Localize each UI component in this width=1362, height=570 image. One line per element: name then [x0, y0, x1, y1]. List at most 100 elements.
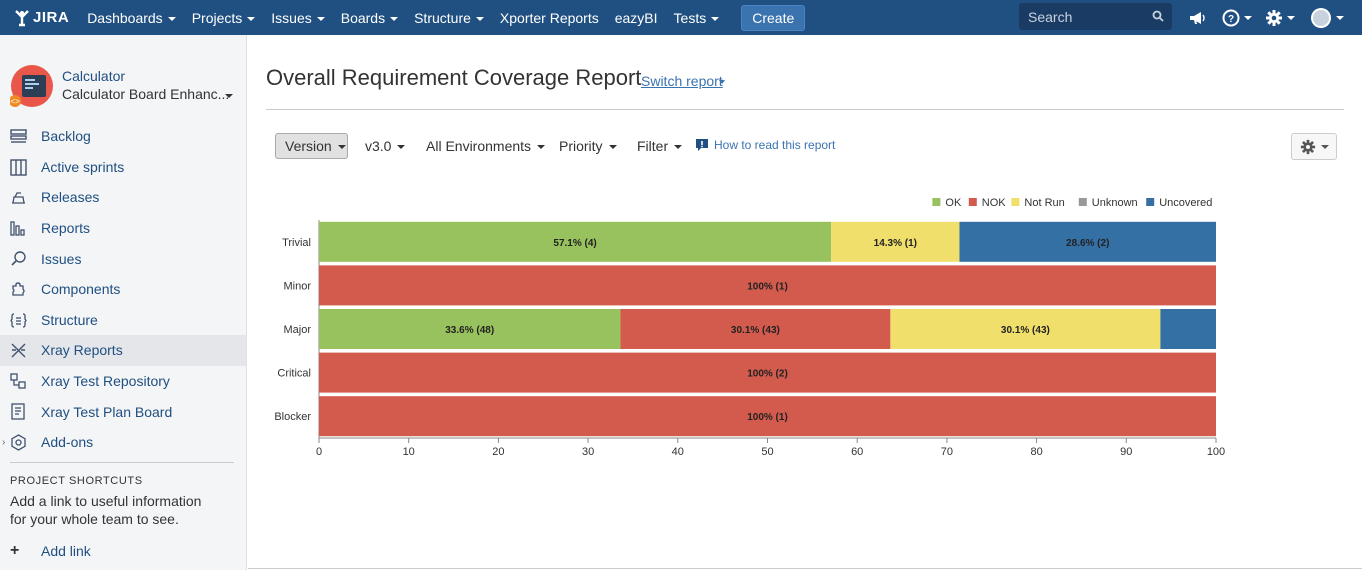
- settings-button[interactable]: [1265, 0, 1295, 35]
- create-button[interactable]: Create: [741, 4, 806, 31]
- chevron-down-icon: [247, 16, 256, 21]
- help-button[interactable]: ?: [1222, 0, 1252, 35]
- jira-logo-icon: [15, 9, 29, 26]
- nav-dashboards[interactable]: Dashboards: [79, 0, 184, 35]
- page-title: Overall Requirement Coverage Report: [266, 65, 642, 90]
- info-bubble-icon: [696, 139, 708, 151]
- jira-logo[interactable]: JIRA: [14, 9, 69, 27]
- chevron-down-icon: [1244, 15, 1252, 20]
- gear-icon: [1266, 9, 1282, 26]
- sidebar-item-backlog[interactable]: Backlog: [0, 121, 246, 152]
- bar-data-label: 100% (1): [747, 412, 788, 423]
- chevron-down-icon[interactable]: [225, 94, 233, 98]
- x-tick-label: 30: [582, 446, 594, 458]
- chevron-right-icon[interactable]: ›: [2, 436, 6, 448]
- bar-data-label: 33.6% (48): [445, 325, 494, 336]
- legend-label[interactable]: NOK: [982, 197, 1007, 209]
- bar-segment[interactable]: [959, 221, 1216, 262]
- legend-swatch[interactable]: [968, 198, 977, 206]
- nav-xporter-reports[interactable]: Xporter Reports: [492, 0, 607, 35]
- nav-tests[interactable]: Tests: [666, 0, 728, 35]
- sidebar-item-label: Add-ons: [41, 434, 94, 451]
- legend-label[interactable]: Uncovered: [1159, 197, 1212, 209]
- bar-segment[interactable]: [319, 309, 621, 349]
- category-label: Trivial: [282, 237, 311, 249]
- version-value-dropdown[interactable]: v3.0: [365, 133, 406, 159]
- sidebar-item-label: Issues: [41, 250, 82, 267]
- xray-reports-icon: [11, 343, 26, 358]
- sidebar-item-xray-test-plan-board[interactable]: Xray Test Plan Board: [0, 396, 246, 427]
- bar-segment[interactable]: [620, 309, 891, 349]
- bar-data-label: 28.6% (2): [1066, 238, 1109, 249]
- chevron-down-icon: [608, 144, 617, 149]
- search-input[interactable]: Search: [1019, 3, 1172, 30]
- version-dropdown-button[interactable]: Version: [275, 133, 348, 159]
- legend-label[interactable]: OK: [945, 197, 962, 209]
- user-avatar-button[interactable]: [1310, 0, 1344, 35]
- xray-test-plan-board-icon: [11, 403, 25, 420]
- issues-icon: [11, 251, 26, 266]
- sidebar-item-structure[interactable]: Structure: [0, 305, 246, 336]
- sidebar-item-label: Backlog: [41, 128, 91, 145]
- bar-segment[interactable]: [890, 309, 1161, 349]
- project-name-link[interactable]: Calculator: [62, 68, 126, 84]
- add-ons-icon: [11, 434, 26, 451]
- project-sidebar: <> Calculator Calculator Board Enhanc...…: [0, 35, 247, 570]
- sidebar-item-reports[interactable]: Reports: [0, 213, 246, 244]
- legend-swatch[interactable]: [1011, 198, 1020, 206]
- sidebar-item-label: Releases: [41, 189, 100, 206]
- svg-text:<>: <>: [10, 97, 20, 106]
- bar-segment[interactable]: [319, 396, 1216, 437]
- bar-segment[interactable]: [319, 265, 1216, 306]
- title-divider: [266, 109, 1344, 110]
- nav-projects[interactable]: Projects: [184, 0, 264, 35]
- switch-report-link[interactable]: Switch report: [641, 73, 723, 89]
- legend-swatch[interactable]: [1146, 198, 1155, 206]
- chart-settings-button[interactable]: [1291, 133, 1337, 160]
- sidebar-menu: Backlog Active sprints Releases Reports Issu…: [0, 121, 246, 458]
- add-link-button[interactable]: + Add link: [10, 542, 91, 560]
- sidebar-item-issues[interactable]: Issues: [0, 243, 246, 274]
- gear-icon: [1300, 139, 1315, 154]
- sidebar-item-xray-test-repository[interactable]: Xray Test Repository: [0, 366, 246, 397]
- bar-segment[interactable]: [319, 352, 1216, 393]
- nav-structure[interactable]: Structure: [406, 0, 492, 35]
- bar-data-label: 100% (1): [747, 281, 788, 292]
- bar-segment[interactable]: [831, 221, 960, 262]
- chevron-down-icon: [475, 16, 484, 21]
- legend-swatch[interactable]: [932, 198, 941, 206]
- nav-label: Xporter Reports: [499, 9, 599, 26]
- sidebar-item-xray-reports[interactable]: Xray Reports: [0, 335, 246, 366]
- nav-label: Issues: [271, 9, 312, 26]
- x-tick-label: 60: [851, 446, 863, 458]
- bar-segment[interactable]: [319, 221, 832, 262]
- legend-label[interactable]: Unknown: [1092, 197, 1138, 209]
- priority-dropdown[interactable]: Priority: [559, 133, 617, 159]
- x-tick-label: 20: [492, 446, 504, 458]
- nav-label: Boards: [340, 9, 386, 26]
- how-to-read-link[interactable]: How to read this report: [695, 138, 835, 152]
- sidebar-item-add-ons[interactable]: › Add-ons: [0, 427, 246, 458]
- project-avatar-icon[interactable]: <>: [10, 64, 54, 108]
- sidebar-item-active-sprints[interactable]: Active sprints: [0, 152, 246, 183]
- plus-icon: +: [10, 542, 20, 559]
- sidebar-item-releases[interactable]: Releases: [0, 182, 246, 213]
- filter-label: Filter: [637, 138, 669, 154]
- bar-segment[interactable]: [1160, 309, 1216, 349]
- notifications-button[interactable]: [1188, 0, 1206, 35]
- x-tick-label: 100: [1207, 446, 1225, 458]
- sidebar-item-components[interactable]: Components: [0, 274, 246, 305]
- nav-boards[interactable]: Boards: [333, 0, 406, 35]
- help-icon: ?: [1222, 9, 1240, 26]
- bar-data-label: 30.1% (43): [731, 325, 780, 336]
- legend-swatch[interactable]: [1078, 198, 1087, 206]
- filter-dropdown[interactable]: Filter: [637, 133, 683, 159]
- chevron-down-icon[interactable]: [719, 80, 725, 84]
- legend-label[interactable]: Not Run: [1024, 197, 1064, 209]
- nav-eazybi[interactable]: eazyBI: [607, 0, 666, 35]
- nav-issues[interactable]: Issues: [263, 0, 332, 35]
- board-selector[interactable]: Calculator Board Enhanc...: [62, 86, 230, 102]
- category-label: Minor: [283, 280, 311, 292]
- x-tick-label: 10: [403, 446, 415, 458]
- environments-dropdown[interactable]: All Environments: [426, 133, 546, 159]
